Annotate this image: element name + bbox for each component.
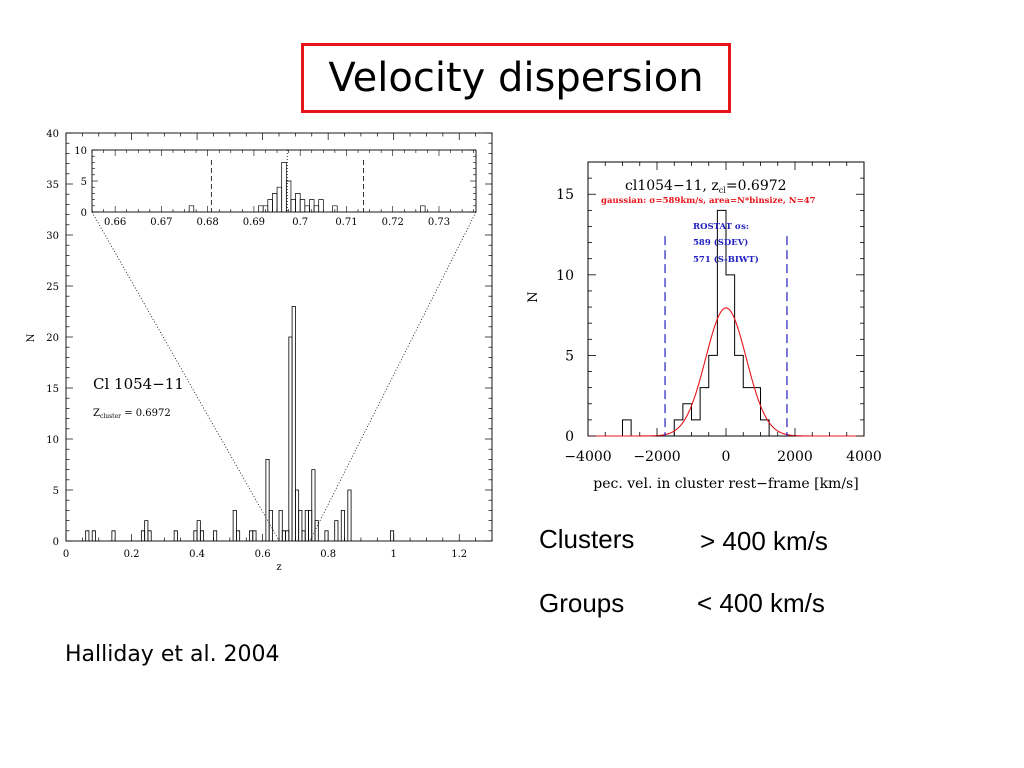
- left-histogram-bar: [252, 530, 257, 541]
- right-x-tick-label: 2000: [777, 449, 813, 465]
- gaussian-fit-label: gaussian: σ=589km/s, area=N*binsize, N=4…: [601, 196, 816, 206]
- inset-histogram-bar: [420, 205, 426, 212]
- left-histogram-bar: [278, 510, 283, 541]
- left-histogram-bar: [314, 520, 319, 541]
- left-histogram-bar: [236, 530, 241, 541]
- cluster-redshift-annotation: Zcluster = 0.6972: [93, 408, 171, 420]
- right-y-axis-label: N: [526, 291, 541, 302]
- left-y-tick-label: 40: [46, 129, 59, 140]
- left-y-tick-label: 25: [46, 282, 59, 293]
- left-y-tick-label: 0: [53, 537, 59, 548]
- left-histogram-bar: [298, 510, 303, 541]
- inset-x-tick-label: 0.72: [382, 217, 404, 228]
- left-histogram-bar: [340, 510, 345, 541]
- right-y-tick-label: 15: [556, 187, 574, 203]
- rostat-legend-line-3: 571 (S-BIWT): [693, 254, 759, 265]
- cluster-z-letter: Z: [93, 408, 100, 419]
- inset-x-tick-label: 0.7: [292, 217, 308, 228]
- inset-x-tick-label: 0.69: [243, 217, 265, 228]
- right-x-tick-label: 4000: [846, 449, 882, 465]
- left-y-tick-label: 15: [46, 384, 59, 395]
- left-x-tick-label: 0.2: [124, 549, 140, 560]
- left-x-tick-label: 0.8: [320, 549, 336, 560]
- right-y-tick-label: 0: [565, 429, 574, 445]
- inset-plot: 0.66 0.67 0.68 0.69 0.7 0.71 0.72 0.73 0 5 10: [74, 146, 477, 228]
- inset-x-tick-label: 0.67: [150, 217, 172, 228]
- inset-x-tick-label: 0.73: [428, 217, 450, 228]
- left-x-tick-label: 1.2: [451, 549, 467, 560]
- groups-label: Groups: [539, 588, 625, 618]
- rostat-legend-line-1: ROSTAT σs:: [693, 222, 749, 232]
- left-histogram-bar: [232, 510, 237, 541]
- inset-histogram-bar: [318, 199, 324, 212]
- right-x-tick-label: −4000: [564, 449, 611, 465]
- inset-x-tick-label: 0.71: [335, 217, 357, 228]
- left-histogram-bar: [311, 469, 316, 541]
- right-histogram-steps: [588, 209, 864, 437]
- left-histogram-bar: [173, 530, 178, 541]
- right-plot-title: cl1054−11, zcl=0.6972: [625, 178, 787, 195]
- left-x-tick-label: 0.4: [189, 549, 205, 560]
- left-axis-ticks: 0 0.2 0.4 0.6 0.8 1 1.2 0 5 10 15 20 25 30 35 40: [46, 129, 493, 560]
- left-histogram-bar: [268, 510, 273, 541]
- left-y-tick-label: 30: [46, 231, 59, 242]
- rostat-legend-line-2: 589 (SDEV): [693, 237, 748, 248]
- left-histogram-bars: [85, 306, 395, 541]
- left-histogram-bar: [199, 530, 205, 541]
- left-x-axis-label: z: [276, 562, 281, 573]
- inset-histogram-bar: [188, 205, 195, 212]
- left-x-tick-label: 0: [63, 549, 69, 560]
- clusters-velocity: > 400 km/s: [700, 526, 828, 556]
- left-y-tick-label: 5: [53, 486, 59, 497]
- right-x-tick-label: 0: [722, 449, 731, 465]
- left-histogram-bar: [291, 306, 296, 541]
- inset-x-tick-label: 0.66: [104, 217, 126, 228]
- inset-histogram-bar: [285, 180, 292, 212]
- citation: Halliday et al. 2004: [65, 642, 280, 667]
- inset-y-tick-label: 5: [81, 177, 87, 188]
- clusters-label: Clusters: [539, 524, 635, 554]
- left-histogram-bar: [265, 459, 270, 541]
- left-histogram-bar: [111, 530, 116, 541]
- inset-y-tick-label: 0: [81, 208, 87, 219]
- left-histogram-bar: [85, 530, 90, 541]
- right-x-tick-label: −2000: [633, 449, 680, 465]
- slide-title: Velocity dispersion: [301, 43, 731, 113]
- cluster-z-value: = 0.6972: [121, 408, 171, 419]
- right-x-axis-label: pec. vel. in cluster rest−frame [km/s]: [593, 476, 858, 492]
- left-y-axis-label: N: [26, 333, 37, 342]
- right-axis-ticks: −4000 −2000 0 2000 4000 0 5 10 15: [556, 161, 882, 465]
- inset-y-tick-label: 10: [74, 146, 87, 157]
- cluster-name-annotation: Cl 1054−11: [93, 375, 184, 393]
- right-title-z: z: [711, 178, 718, 194]
- left-y-tick-label: 20: [46, 333, 59, 344]
- cluster-z-subscript: cluster: [100, 413, 121, 420]
- left-histogram-bar: [334, 520, 339, 541]
- right-title-cluster: cl1054−11,: [625, 178, 707, 194]
- right-y-tick-label: 10: [556, 268, 574, 284]
- left-y-tick-label: 35: [46, 180, 59, 191]
- gaussian-fit-curve: [588, 307, 864, 437]
- right-title-z-value: =0.6972: [726, 178, 787, 194]
- left-histogram-bar: [213, 530, 218, 541]
- right-title-z-sub: cl: [719, 186, 726, 195]
- left-y-tick-label: 10: [46, 435, 59, 446]
- groups-velocity: < 400 km/s: [697, 588, 825, 618]
- inset-x-tick-label: 0.68: [197, 217, 219, 228]
- left-histogram-bar: [147, 530, 152, 541]
- left-x-tick-label: 0.6: [255, 549, 271, 560]
- inset-histogram-bar: [332, 205, 338, 212]
- right-y-tick-label: 5: [565, 348, 574, 364]
- zoom-guide-left: [91, 211, 280, 542]
- left-histogram-bar: [347, 489, 352, 541]
- slide-title-text: Velocity dispersion: [328, 55, 704, 101]
- left-histogram-bar: [91, 530, 96, 541]
- left-x-tick-label: 1: [391, 549, 397, 560]
